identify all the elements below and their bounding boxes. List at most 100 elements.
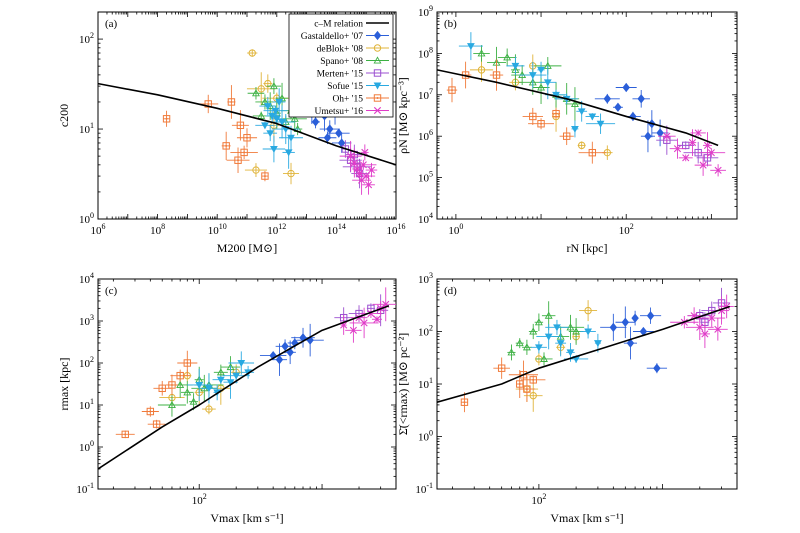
data-point bbox=[226, 379, 235, 387]
y-tick-label: 109 bbox=[418, 4, 433, 19]
data-point bbox=[562, 132, 571, 140]
x-axis-label: rN [kpc] bbox=[567, 241, 608, 255]
x-tick-label: 1012 bbox=[267, 222, 286, 237]
legend-marker bbox=[373, 94, 382, 102]
data-point bbox=[707, 149, 715, 157]
data-point bbox=[644, 131, 652, 141]
y-tick-label: 100 bbox=[418, 429, 433, 444]
x-tick-label: 108 bbox=[150, 222, 165, 237]
data-point bbox=[556, 340, 565, 348]
data-point bbox=[577, 108, 586, 116]
legend-box bbox=[288, 13, 394, 118]
y-axis-label: c200 bbox=[57, 104, 71, 127]
series-gastaldello-07 bbox=[259, 323, 324, 376]
y-tick-label: 100 bbox=[79, 439, 94, 454]
series-sofue-15 bbox=[255, 88, 303, 169]
data-point bbox=[335, 128, 343, 138]
data-point bbox=[257, 111, 266, 119]
data-point bbox=[544, 333, 553, 341]
plot-frame bbox=[97, 278, 397, 490]
y-tick-label: 10-1 bbox=[415, 481, 433, 496]
data-point bbox=[537, 66, 545, 74]
data-layer bbox=[437, 32, 726, 177]
data-point bbox=[714, 166, 722, 174]
y-tick-label: 102 bbox=[79, 355, 94, 370]
data-point bbox=[261, 172, 269, 180]
data-point bbox=[492, 71, 501, 79]
data-point bbox=[205, 405, 213, 413]
series-umetsu-16 bbox=[339, 140, 378, 195]
y-tick-label: 104 bbox=[79, 271, 94, 286]
data-layer bbox=[437, 287, 734, 413]
data-point bbox=[572, 327, 581, 335]
data-point bbox=[168, 381, 176, 389]
data-point bbox=[663, 132, 671, 140]
data-point bbox=[543, 79, 552, 87]
data-point bbox=[367, 166, 376, 174]
data-point bbox=[534, 318, 543, 326]
data-point bbox=[195, 382, 204, 389]
data-point bbox=[637, 94, 645, 104]
panel-label: (b) bbox=[444, 18, 457, 30]
legend-entry-deblok-08: deBlok+ '08 bbox=[317, 44, 389, 55]
data-point bbox=[261, 122, 269, 130]
data-point bbox=[594, 340, 602, 348]
legend-label: deBlok+ '08 bbox=[317, 45, 364, 55]
data-point bbox=[275, 355, 284, 365]
x-tick-label: 102 bbox=[531, 492, 546, 507]
data-point bbox=[275, 98, 284, 106]
data-point bbox=[360, 319, 368, 327]
data-point bbox=[566, 349, 575, 357]
y-tick-label: 103 bbox=[79, 313, 94, 328]
legend-marker bbox=[373, 82, 382, 90]
data-point bbox=[529, 327, 538, 335]
x-tick-label: 102 bbox=[192, 492, 207, 507]
data-point bbox=[205, 385, 213, 393]
data-point bbox=[688, 139, 697, 147]
data-point bbox=[596, 120, 605, 128]
legend-entry-c-m-relation: c–M relation bbox=[314, 20, 389, 30]
data-point bbox=[284, 149, 293, 157]
data-point bbox=[373, 315, 381, 323]
y-tick-label: 108 bbox=[418, 45, 433, 60]
series-spano-08 bbox=[507, 301, 585, 366]
data-point bbox=[272, 115, 281, 123]
data-point bbox=[656, 128, 664, 138]
panels: 106 108 1010 1012 1014 1016 100 101 102 M200 [M⊙]… bbox=[57, 4, 738, 525]
data-point bbox=[696, 323, 704, 331]
data-point bbox=[216, 368, 225, 376]
data-point bbox=[540, 354, 548, 362]
c-m-relation-curve bbox=[98, 82, 396, 166]
y-tick-label: 102 bbox=[418, 324, 433, 339]
data-point bbox=[146, 407, 155, 416]
legend-entry-umetsu-16: Umetsu+ '16 bbox=[315, 106, 389, 117]
data-point bbox=[694, 129, 702, 137]
x-tick-label: 1010 bbox=[208, 222, 227, 237]
data-point bbox=[529, 376, 537, 384]
data-point bbox=[503, 53, 512, 61]
legend-entry-merten-15: Merten+ '15 bbox=[317, 69, 389, 80]
data-point bbox=[699, 161, 707, 169]
data-point bbox=[714, 325, 722, 333]
legend-marker bbox=[373, 56, 382, 64]
legend-marker bbox=[373, 44, 382, 52]
data-point bbox=[566, 323, 575, 331]
data-point bbox=[252, 166, 260, 174]
data-point bbox=[257, 85, 265, 93]
y-tick-label: 101 bbox=[79, 121, 94, 136]
data-point bbox=[516, 380, 524, 388]
y-tick-label: 101 bbox=[79, 397, 94, 412]
data-point bbox=[266, 130, 275, 138]
data-point bbox=[682, 154, 690, 162]
data-point bbox=[176, 371, 184, 380]
y-tick-label: 107 bbox=[418, 87, 433, 102]
legend-entry-gastaldello-07: Gastaldello+ '07 bbox=[301, 30, 389, 42]
data-point bbox=[577, 141, 586, 150]
panel-d: 102 10-1 100 101 102 103 Vmax [km s⁻¹] Σ̄(<rmax… bbox=[396, 271, 738, 525]
data-point bbox=[622, 82, 630, 93]
data-point bbox=[588, 113, 597, 121]
data-point bbox=[281, 341, 289, 351]
data-point bbox=[588, 148, 597, 157]
legend-entry-oh-15: Oh+ '15 bbox=[332, 94, 389, 105]
